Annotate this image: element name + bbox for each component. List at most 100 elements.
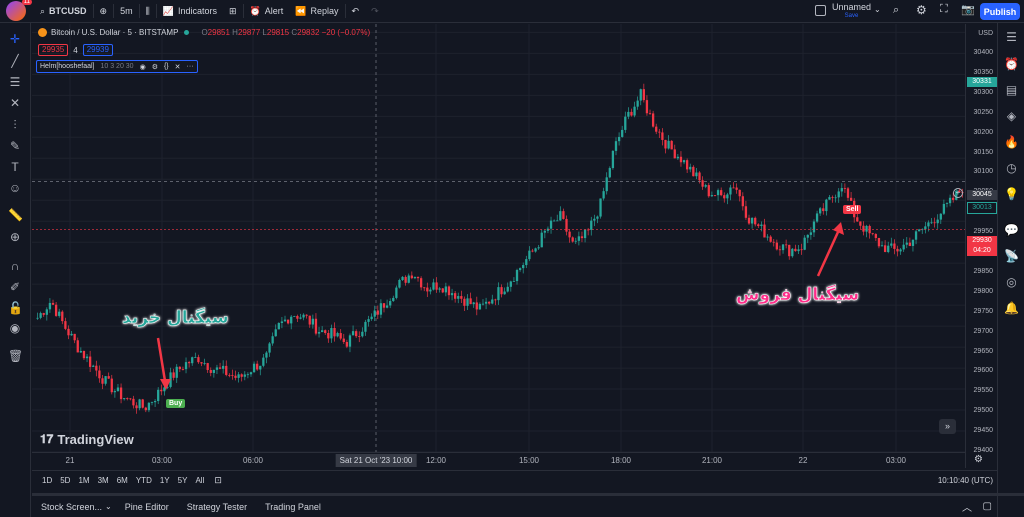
chat-icon[interactable]: 💬 <box>1004 223 1019 237</box>
emoji-icon[interactable]: ☺ <box>8 181 22 195</box>
alert-button[interactable]: ⏰ Alert <box>244 0 290 23</box>
alarm-icon[interactable]: ⏰ <box>1004 57 1019 71</box>
brush-icon[interactable]: ✎ <box>9 139 21 153</box>
streams-icon[interactable]: ◎ <box>1006 275 1017 289</box>
magnet-icon[interactable]: ∩ <box>10 259 20 273</box>
user-avatar[interactable]: 11 <box>6 0 32 21</box>
range-1y[interactable]: 1Y <box>159 476 170 485</box>
crosshair-add-icon[interactable]: + <box>953 188 963 198</box>
maximize-panel-icon[interactable]: ▢ <box>982 501 992 512</box>
indicator-legend[interactable]: Helm[hooshefaal] 10 3 20 30 ◉ ⚙ {} ✕ ··· <box>36 60 198 73</box>
eye-icon[interactable]: ◉ <box>9 321 21 335</box>
chevron-down-icon[interactable]: ⌄ <box>874 5 881 14</box>
lock-icon[interactable]: 🔓 <box>8 301 23 315</box>
candle-body <box>525 259 528 266</box>
close-icon[interactable]: ✕ <box>174 63 181 71</box>
range-5d[interactable]: 5D <box>60 476 71 485</box>
range-all[interactable]: All <box>195 476 205 485</box>
crosshair-icon[interactable]: ✛ <box>9 32 21 46</box>
candle-body <box>423 287 426 289</box>
candle-body <box>531 250 534 252</box>
candle-body <box>234 375 237 378</box>
sell-signal-annotation: سیگنال فروش <box>736 285 860 306</box>
candle-body <box>283 319 287 322</box>
candle-body <box>574 240 577 242</box>
candle-body <box>651 113 655 127</box>
pattern-icon[interactable]: ✕ <box>9 96 21 110</box>
price-chart[interactable] <box>32 24 965 468</box>
notifications-icon[interactable]: 🔔 <box>1004 301 1019 315</box>
lock-drawing-icon[interactable]: ✐ <box>9 280 21 294</box>
trend-line-icon[interactable]: ╱ <box>11 54 19 68</box>
symbol-legend[interactable]: Bitcoin / U.S. Dollar · 5 · BITSTAMP O29… <box>38 28 370 37</box>
price-tick-label: 30250 <box>973 108 993 116</box>
goto-date-icon[interactable]: ⊡ <box>214 475 222 485</box>
symbol-search-button[interactable]: ⌕ BTCUSD <box>34 0 93 23</box>
collapse-panel-icon[interactable]: ︿ <box>962 503 972 514</box>
ask-price[interactable]: 29939 <box>82 44 113 56</box>
tab-strategy-tester[interactable]: Strategy Tester <box>186 501 248 512</box>
eye-icon[interactable]: ◉ <box>139 63 146 71</box>
tradingview-watermark: 𝟏𝟕 TradingView <box>40 432 134 447</box>
bid-price[interactable]: 29935 <box>38 44 69 56</box>
source-code-icon[interactable]: {} <box>163 63 169 70</box>
clock[interactable]: 10:10:40 (UTC) <box>937 476 993 485</box>
layout-icon[interactable] <box>815 5 826 16</box>
tab-trading-panel[interactable]: Trading Panel <box>265 501 321 512</box>
zoom-in-icon[interactable]: ⊕ <box>9 230 21 244</box>
range-ytd[interactable]: YTD <box>135 476 152 485</box>
replay-button[interactable]: ⏪ Replay <box>289 0 344 23</box>
price-axis[interactable]: USD 30400 30350 30300 30250 30200 30150 30100 3… <box>965 24 997 468</box>
candlestick-chart[interactable] <box>32 24 965 452</box>
candle-body <box>42 313 45 315</box>
candle-body <box>218 367 222 369</box>
more-icon[interactable]: ··· <box>186 63 194 70</box>
publish-button[interactable]: Publish <box>980 3 1020 20</box>
compare-symbol-button[interactable]: ⊕ <box>94 0 114 23</box>
interval-button[interactable]: 5m <box>114 0 139 23</box>
axis-settings-icon[interactable]: ⚙ <box>974 454 983 465</box>
range-6m[interactable]: 6M <box>116 476 128 485</box>
range-5y[interactable]: 5Y <box>177 476 188 485</box>
fib-retracement-icon[interactable]: ☰ <box>9 75 21 89</box>
undo-button[interactable]: ↶ <box>346 0 366 23</box>
range-1d[interactable]: 1D <box>42 476 53 485</box>
tab-stock-screener[interactable]: Stock Screen... <box>41 501 103 512</box>
redo-button[interactable]: ↷ <box>365 0 385 23</box>
hotlist-icon[interactable]: 🔥 <box>1004 135 1019 149</box>
currency-label[interactable]: USD <box>978 30 993 37</box>
candle-body <box>135 405 138 409</box>
ideas-icon[interactable]: 💡 <box>1004 187 1019 201</box>
trash-icon[interactable]: 🗑 <box>8 349 24 363</box>
range-1m[interactable]: 1M <box>78 476 90 485</box>
price-tick-label: 29600 <box>973 367 993 375</box>
scroll-to-realtime-icon[interactable]: » <box>939 419 956 434</box>
ruler-icon[interactable]: 📏 <box>8 208 23 222</box>
candle-body <box>141 399 144 408</box>
candle-body <box>608 168 611 178</box>
forecast-icon[interactable]: ⫶ <box>13 118 17 132</box>
quick-search-icon[interactable]: ⌕ <box>893 4 900 16</box>
calendar-icon[interactable]: ◷ <box>1006 161 1017 175</box>
settings-icon[interactable]: ⚙ <box>151 63 158 71</box>
sell-arrowhead <box>833 222 844 235</box>
layers-icon[interactable]: ◈ <box>1006 109 1017 123</box>
data-window-icon[interactable]: ▤ <box>1005 83 1018 97</box>
candle-body <box>577 236 581 241</box>
watchlist-icon[interactable]: ☰ <box>1006 30 1017 44</box>
chevron-down-icon[interactable]: ⌄ <box>105 502 112 511</box>
candle-body <box>757 224 760 227</box>
indicators-button[interactable]: 📈 Indicators <box>157 0 223 23</box>
templates-button[interactable]: ⊞ <box>223 0 243 23</box>
time-axis[interactable]: 21 03:00 06:00 12:00 15:00 18:00 21:00 22 03:00 … <box>32 452 965 468</box>
chart-type-button[interactable]: ⫼ <box>140 0 156 23</box>
candle-body <box>370 316 373 320</box>
camera-icon[interactable]: 📷 <box>961 4 975 16</box>
fullscreen-icon[interactable]: ⛶ <box>940 3 948 15</box>
broadcast-icon[interactable]: 📡 <box>1004 249 1019 263</box>
layout-name-button[interactable]: Unnamed Save <box>832 3 871 21</box>
range-3m[interactable]: 3M <box>97 476 109 485</box>
text-icon[interactable]: T <box>11 160 19 174</box>
tab-pine-editor[interactable]: Pine Editor <box>124 501 169 512</box>
gear-icon[interactable]: ⚙ <box>916 3 927 17</box>
